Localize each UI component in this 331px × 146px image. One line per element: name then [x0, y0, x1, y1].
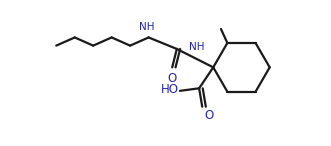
Text: O: O	[167, 72, 176, 85]
Text: NH: NH	[189, 42, 205, 52]
Text: O: O	[204, 109, 213, 122]
Text: HO: HO	[161, 83, 179, 96]
Text: NH: NH	[139, 22, 154, 32]
